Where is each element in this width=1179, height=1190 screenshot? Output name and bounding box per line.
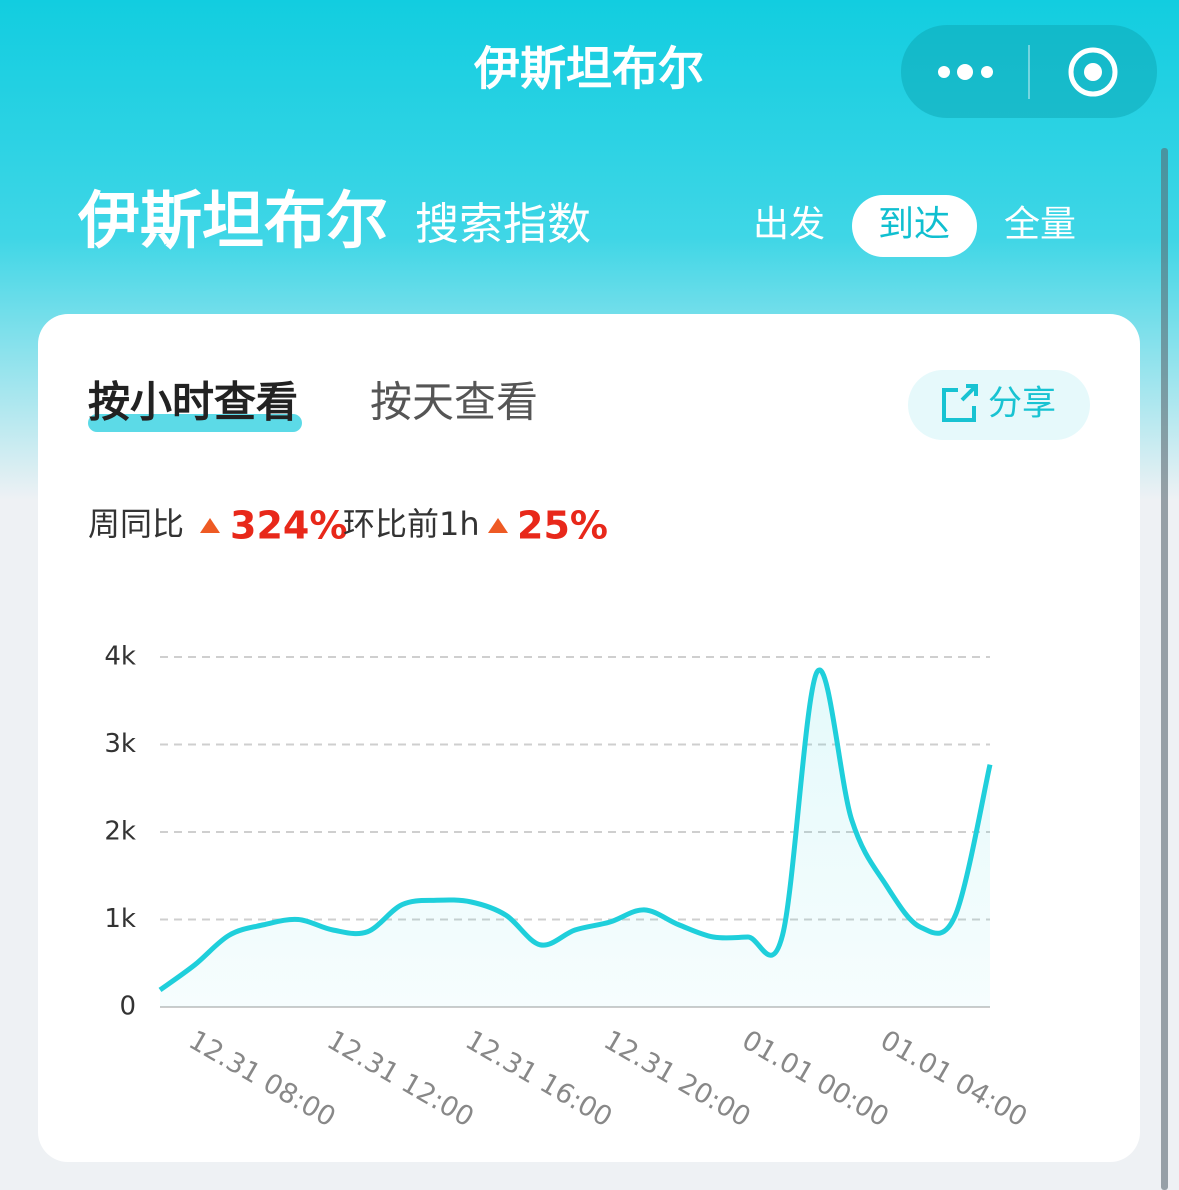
up-arrow [200,518,220,533]
share-label[interactable]: 分享 [988,384,1056,424]
up-arrow [488,518,508,533]
y-tick-label: 2k [104,817,136,847]
y-tick-label: 1k [104,904,136,934]
stat-value: 324% [230,504,347,548]
stat-label: 周同比 [88,505,184,543]
city-heading: 伊斯坦布尔 [77,184,388,257]
share-icon [942,384,978,422]
direction-tab[interactable]: 出发 [753,204,825,245]
share-button[interactable] [908,370,1090,440]
scrollbar [1161,148,1168,1190]
nav-title: 伊斯坦布尔 [473,42,704,96]
view-tab[interactable]: 按天查看 [370,378,538,427]
stat-value: 25% [517,504,608,548]
y-tick-label: 0 [119,992,136,1022]
stat-label: 环比前1h [343,505,480,543]
subtitle: 搜索指数 [415,199,591,250]
y-tick-label: 3k [104,729,136,759]
line [158,667,993,992]
y-tick-label: 4k [104,642,136,672]
direction-tab[interactable]: 到达 [878,204,950,245]
view-tab-active[interactable]: 按小时查看 [88,378,298,427]
direction-tab[interactable]: 全量 [1004,204,1076,245]
close-button[interactable] [1068,47,1118,97]
area [160,669,990,1007]
direction-tab-selected-bg [852,195,977,257]
more-button[interactable] [938,64,993,80]
tab-underline [88,414,302,432]
